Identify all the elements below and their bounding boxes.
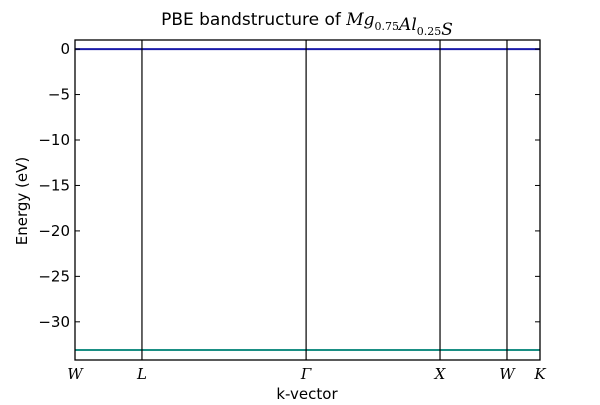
x-tick-label-5: K (533, 365, 546, 383)
y-tick-label-4: −20 (38, 222, 70, 240)
y-tick-label-6: −30 (38, 313, 70, 331)
x-tick-label-3: X (434, 365, 447, 383)
y-tick-label-3: −15 (38, 176, 70, 194)
x-tick-label-4: W (499, 365, 516, 383)
chart-title: PBE bandstructure of Mg0.75Al0.25S (161, 10, 453, 40)
y-tick-label-5: −25 (38, 267, 70, 285)
x-tick-label-0: W (67, 365, 84, 383)
y-tick-label-0: 0 (60, 40, 70, 58)
title-subscript-0: 0.75 (375, 20, 400, 33)
title-prefix: PBE bandstructure of (161, 10, 346, 30)
plot-frame (74, 39, 541, 361)
x-tick-label-1: L (136, 365, 147, 383)
y-tick-label-1: −5 (48, 86, 70, 104)
title-element-1: Al (397, 15, 417, 35)
x-axis-label: k-vector (276, 385, 338, 400)
title-subscript-1: 0.25 (417, 25, 442, 38)
title-element-0: Mg (345, 10, 374, 30)
y-tick-label-2: −10 (38, 131, 70, 149)
x-tick-label-2: Γ (300, 365, 312, 383)
title-element-2: S (441, 20, 453, 40)
y-axis-label: Energy (eV) (13, 157, 31, 245)
plot-area: W L Γ X W K0−5−10−15−20−25−30 (38, 39, 546, 383)
